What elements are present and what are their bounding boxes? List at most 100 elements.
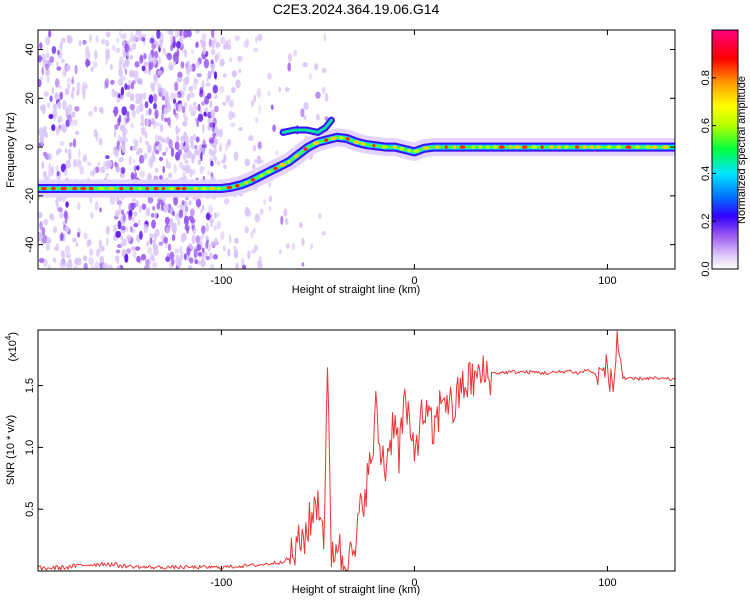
- noise-speck: [90, 264, 94, 269]
- noise-speck: [38, 56, 44, 61]
- noise-speck: [107, 264, 113, 269]
- y-tick-label: 1.0: [24, 440, 36, 455]
- noise-speck: [132, 197, 136, 203]
- noise-speck: [114, 210, 119, 218]
- noise-speck: [120, 33, 126, 40]
- noise-speck: [64, 225, 70, 233]
- noise-speck: [177, 219, 181, 227]
- noise-speck: [218, 147, 223, 152]
- noise-speck: [82, 154, 88, 163]
- noise-speck: [131, 80, 136, 85]
- noise-speck: [116, 197, 120, 203]
- noise-speck: [210, 63, 215, 70]
- noise-speck: [202, 47, 206, 55]
- noise-speck: [113, 106, 119, 116]
- noise-speck: [65, 201, 69, 208]
- noise-speck: [101, 38, 106, 45]
- noise-speck: [201, 32, 207, 41]
- noise-speck: [197, 159, 201, 165]
- noise-speck: [75, 130, 80, 136]
- ridge-branch-core: [281, 118, 333, 134]
- noise-speck: [57, 116, 61, 124]
- noise-speck: [120, 156, 124, 163]
- noise-speck: [49, 214, 52, 219]
- x-tick-label: 100: [598, 577, 616, 589]
- noise-speck: [83, 262, 88, 269]
- noise-speck: [166, 52, 173, 61]
- noise-speck: [215, 42, 221, 48]
- noise-speck: [97, 161, 101, 168]
- noise-speck: [256, 155, 261, 165]
- noise-speck: [120, 86, 125, 96]
- noise-speck: [321, 86, 326, 95]
- noise-speck: [252, 163, 256, 170]
- noise-speck: [128, 79, 132, 86]
- noise-speck: [49, 95, 53, 103]
- noise-speck: [175, 125, 179, 135]
- noise-speck: [209, 252, 213, 260]
- noise-speck: [39, 105, 46, 111]
- noise-speck: [53, 259, 57, 264]
- noise-speck: [132, 249, 137, 259]
- noise-speck: [184, 224, 190, 231]
- noise-speck: [300, 108, 305, 118]
- snr-frame: [37, 329, 676, 572]
- ridge-hotspot: [200, 186, 208, 191]
- noise-speck: [299, 221, 303, 228]
- noise-speck: [39, 221, 43, 231]
- noise-speck: [167, 117, 171, 126]
- noise-speck: [146, 174, 150, 181]
- noise-speck: [164, 117, 169, 123]
- noise-speck: [42, 126, 47, 132]
- noise-speck: [109, 64, 113, 70]
- noise-speck: [142, 92, 147, 100]
- noise-speck: [153, 73, 158, 82]
- noise-speck: [46, 102, 51, 109]
- spectrogram-plot-area: [38, 30, 675, 269]
- noise-speck: [255, 36, 258, 44]
- noise-speck: [71, 111, 76, 118]
- ridge-hotspot: [372, 143, 376, 148]
- noise-speck: [210, 109, 216, 118]
- noise-speck: [258, 104, 261, 115]
- ridge-hotspot: [50, 186, 56, 191]
- noise-speck: [64, 148, 68, 154]
- noise-speck: [201, 147, 206, 156]
- noise-speck: [65, 253, 71, 259]
- noise-speck: [144, 101, 149, 109]
- ridge-hotspot: [485, 145, 490, 149]
- noise-speck: [46, 51, 50, 59]
- y-tick-label: 1.5: [24, 378, 36, 393]
- ridge-hotspot: [98, 186, 105, 191]
- noise-speck: [184, 253, 187, 261]
- noise-speck: [179, 245, 183, 254]
- noise-speck: [181, 106, 186, 114]
- snr-axes: -100 0 100 0.5 1.0 1.5: [24, 330, 675, 589]
- noise-speck: [152, 262, 158, 268]
- ridge-hotspot: [287, 160, 291, 164]
- noise-speck: [216, 212, 220, 218]
- spectrogram-noise: [38, 30, 329, 269]
- noise-speck: [256, 88, 262, 99]
- noise-speck: [56, 60, 59, 67]
- noise-speck: [308, 72, 312, 80]
- ridge-hotspot: [345, 137, 350, 141]
- noise-speck: [59, 259, 66, 269]
- noise-speck: [82, 39, 87, 45]
- noise-speck: [233, 151, 239, 161]
- ridge-hotspot: [209, 186, 216, 191]
- noise-speck: [205, 222, 209, 233]
- noise-speck: [122, 249, 127, 256]
- noise-speck: [71, 76, 74, 85]
- ridge-hotspot: [353, 140, 360, 144]
- noise-speck: [176, 50, 180, 58]
- noise-speck: [130, 93, 135, 102]
- noise-speck: [233, 249, 239, 259]
- noise-speck: [141, 65, 146, 72]
- noise-speck: [176, 135, 180, 142]
- noise-speck: [98, 137, 103, 146]
- colorbar-tick-label: 0.6: [700, 118, 712, 133]
- noise-speck: [284, 87, 290, 92]
- noise-speck: [140, 126, 146, 136]
- noise-speck: [244, 158, 251, 167]
